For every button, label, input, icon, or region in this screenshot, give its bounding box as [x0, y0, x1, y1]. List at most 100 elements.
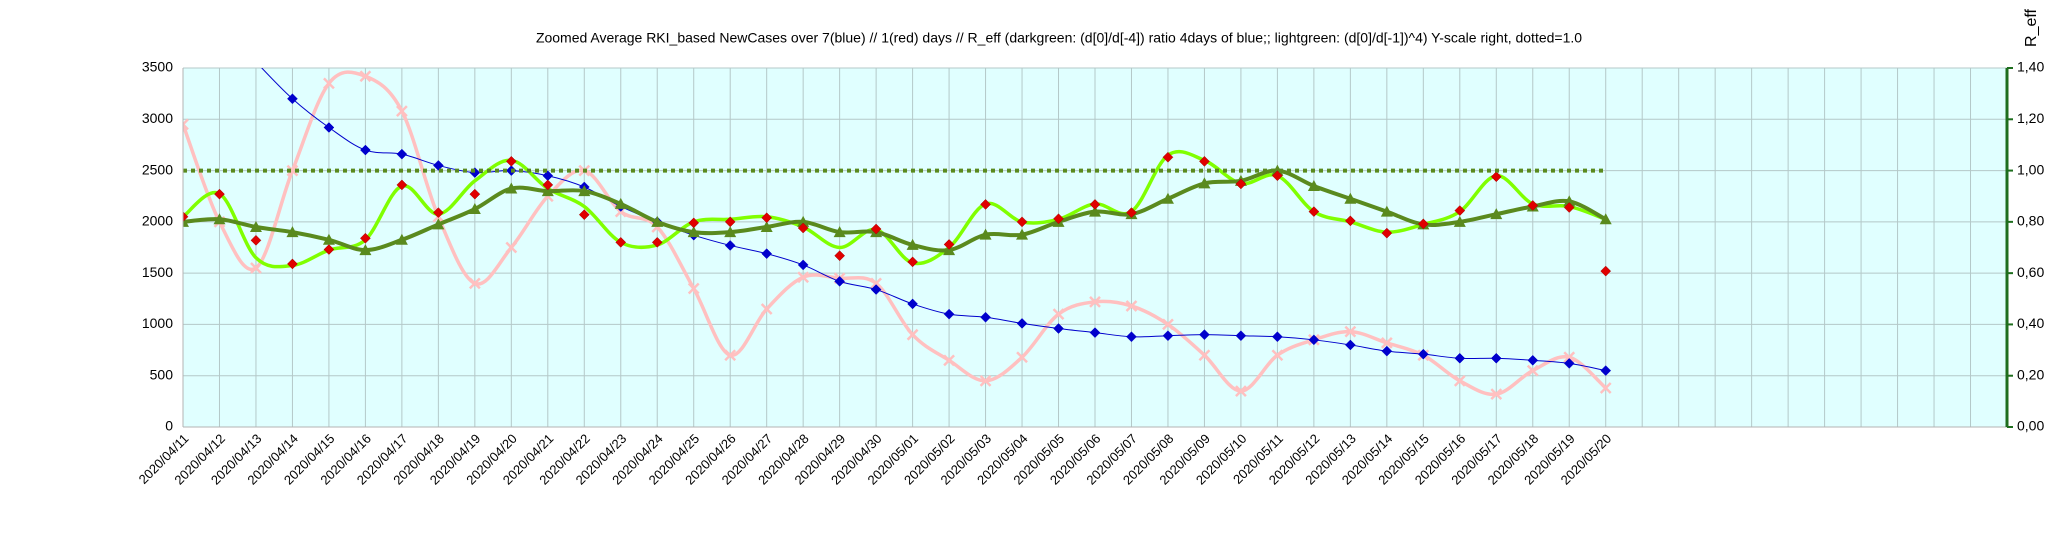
- y2-tick-label: 0,00: [2017, 418, 2044, 434]
- point: [1417, 348, 1429, 360]
- point: [183, 118, 189, 131]
- point: [541, 185, 554, 197]
- point: [1125, 300, 1138, 312]
- point: [870, 223, 882, 235]
- y2-axis-title: R_eff: [2023, 8, 2040, 47]
- plot: [183, 17, 1612, 401]
- point: [1161, 192, 1174, 204]
- point: [1600, 265, 1612, 277]
- point: [1381, 227, 1393, 239]
- point: [1089, 199, 1101, 210]
- point: [1380, 205, 1393, 217]
- series-line: [183, 149, 1607, 269]
- point: [1527, 200, 1539, 211]
- point: [396, 148, 408, 160]
- y2-tick-label: 0,40: [2017, 315, 2044, 331]
- point: [1490, 171, 1502, 183]
- point: [542, 179, 554, 191]
- point: [214, 17, 224, 27]
- point: [323, 122, 335, 133]
- point: [724, 216, 736, 228]
- y-tick-label: 500: [150, 366, 174, 382]
- y-tick-label: 0: [165, 418, 173, 434]
- point: [287, 258, 298, 270]
- y-tick-label: 1000: [142, 315, 173, 331]
- chart-title: Zoomed Average RKI_based NewCases over 7…: [536, 30, 1582, 46]
- point: [980, 311, 991, 323]
- point: [359, 244, 372, 256]
- point: [1490, 352, 1502, 364]
- point: [833, 226, 846, 238]
- point: [907, 256, 918, 268]
- point: [834, 275, 845, 287]
- y2-tick-label: 0,80: [2017, 213, 2044, 229]
- point: [359, 70, 372, 83]
- point: [287, 93, 298, 105]
- y2-tick-label: 0,20: [2017, 366, 2044, 382]
- point: [1600, 365, 1612, 376]
- point: [1271, 164, 1284, 176]
- point: [1599, 213, 1612, 225]
- point: [505, 241, 518, 254]
- point: [469, 188, 481, 200]
- point: [433, 160, 444, 171]
- point: [1271, 349, 1284, 362]
- point: [1345, 215, 1356, 227]
- point: [797, 215, 810, 227]
- y2-tick-label: 1,00: [2017, 161, 2044, 177]
- point: [1016, 318, 1028, 329]
- point: [943, 354, 955, 367]
- point: [761, 212, 773, 224]
- y2-tick-label: 1,20: [2017, 110, 2044, 126]
- point: [322, 233, 335, 245]
- point: [1380, 337, 1393, 349]
- point: [1235, 178, 1247, 190]
- point: [760, 303, 773, 315]
- point: [1563, 351, 1576, 364]
- series-line: [261, 68, 1606, 372]
- point: [760, 220, 773, 232]
- y-tick-label: 3000: [142, 110, 173, 126]
- point: [797, 271, 810, 284]
- point: [1490, 388, 1503, 401]
- point: [1053, 323, 1064, 334]
- point: [395, 233, 408, 245]
- point: [1527, 354, 1539, 366]
- point: [980, 199, 991, 210]
- point: [286, 164, 299, 177]
- point: [1454, 205, 1466, 216]
- point: [651, 215, 664, 227]
- y-tick-label: 1500: [142, 264, 173, 280]
- point: [1308, 334, 1320, 346]
- point: [1563, 358, 1575, 369]
- point: [183, 215, 189, 227]
- point: [249, 220, 262, 232]
- point: [797, 222, 809, 234]
- point: [396, 179, 408, 191]
- point: [1307, 179, 1320, 191]
- point: [1308, 206, 1320, 217]
- point: [906, 238, 919, 250]
- point: [724, 240, 736, 251]
- point: [979, 374, 992, 387]
- point: [870, 277, 883, 290]
- point: [1162, 151, 1174, 163]
- y-tick-label: 2000: [142, 213, 173, 229]
- point: [286, 226, 299, 238]
- point: [250, 234, 262, 246]
- point: [1453, 374, 1466, 387]
- point: [1272, 170, 1283, 182]
- point: [1381, 345, 1393, 357]
- point: [505, 155, 517, 167]
- point: [1235, 330, 1247, 342]
- point: [578, 209, 590, 221]
- point: [614, 197, 627, 209]
- point: [183, 211, 189, 223]
- point: [578, 185, 591, 197]
- point: [1345, 339, 1356, 351]
- point: [360, 232, 371, 244]
- point: [1089, 205, 1101, 217]
- point: [1344, 192, 1357, 204]
- point: [1052, 308, 1065, 321]
